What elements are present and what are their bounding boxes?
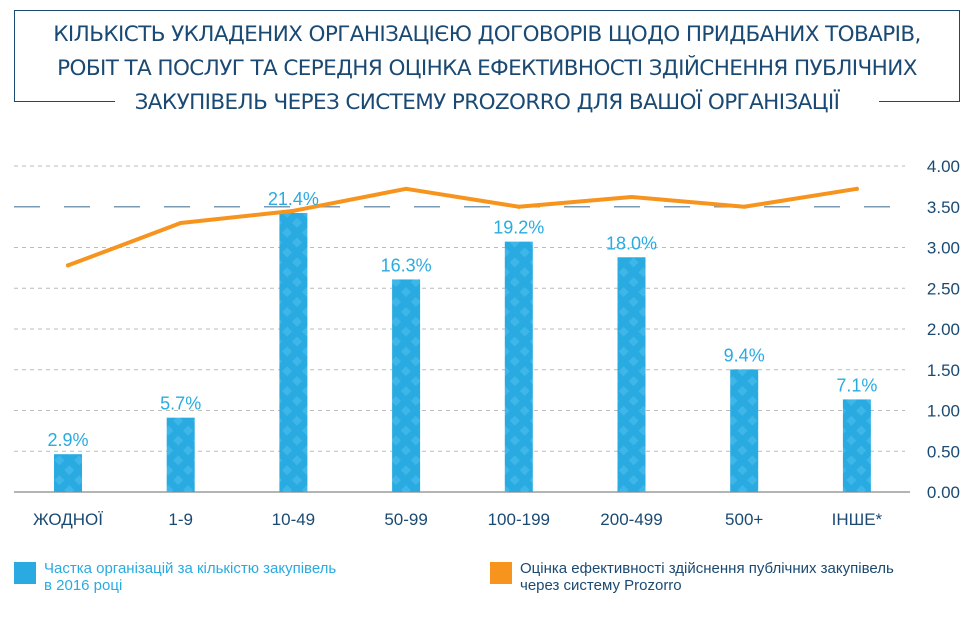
bar-value-label: 5.7% bbox=[160, 394, 201, 414]
y-tick-label: 1.00 bbox=[927, 402, 960, 421]
y-tick-label: 4.00 bbox=[927, 157, 960, 176]
bar-value-label: 9.4% bbox=[724, 345, 765, 365]
bar-value-label: 19.2% bbox=[493, 218, 544, 238]
bar bbox=[54, 454, 82, 492]
chart-title-line-1: КІЛЬКІСТЬ УКЛАДЕНИХ ОРГАНІЗАЦІЄЮ ДОГОВОР… bbox=[53, 22, 921, 47]
bar-value-label: 16.3% bbox=[381, 255, 432, 275]
chart-title: КІЛЬКІСТЬ УКЛАДЕНИХ ОРГАНІЗАЦІЄЮ ДОГОВОР… bbox=[14, 18, 960, 120]
chart-title-line-2: РОБІТ ТА ПОСЛУГ ТА СЕРЕДНЯ ОЦІНКА ЕФЕКТИ… bbox=[57, 56, 917, 81]
legend-label-line: Оцінка ефективності здійснення публічних… bbox=[520, 560, 894, 594]
efficiency-line bbox=[66, 186, 859, 268]
legend-item-bar: Частка організацій за кількістю закупіве… bbox=[14, 560, 336, 594]
bar-value-label: 21.4% bbox=[268, 189, 319, 209]
bar-value-label: 2.9% bbox=[47, 430, 88, 450]
line-point bbox=[742, 204, 747, 209]
legend-label-line-line-1: Оцінка ефективності здійснення публічних… bbox=[520, 560, 894, 577]
x-category-label: 1-9 bbox=[168, 510, 193, 529]
x-category-label: ЖОДНОЇ bbox=[33, 510, 103, 529]
title-frame bbox=[14, 10, 960, 102]
line-series bbox=[66, 186, 859, 268]
bar bbox=[842, 399, 871, 492]
bar bbox=[504, 241, 533, 492]
bar bbox=[166, 417, 195, 492]
legend-item-line: Оцінка ефективності здійснення публічних… bbox=[490, 560, 894, 594]
bar bbox=[617, 257, 646, 492]
x-category-label: ІНШЕ* bbox=[832, 510, 883, 529]
line-point bbox=[66, 263, 70, 268]
line-point bbox=[404, 186, 409, 191]
legend-label-line-line-2: через систему Prozorro bbox=[520, 577, 682, 594]
y-tick-label: 3.00 bbox=[927, 239, 960, 258]
bar-series bbox=[54, 212, 871, 492]
y-tick-label: 3.50 bbox=[927, 198, 960, 217]
y-tick-label: 2.50 bbox=[927, 279, 960, 298]
bar-value-label: 18.0% bbox=[606, 233, 657, 253]
chart-title-line-3: ЗАКУПІВЕЛЬ ЧЕРЕЗ СИСТЕМУ PROZORRO ДЛЯ ВА… bbox=[134, 90, 840, 115]
y-tick-label: 2.00 bbox=[927, 320, 960, 339]
x-category-label: 10-49 bbox=[272, 510, 315, 529]
line-point bbox=[516, 204, 521, 209]
category-labels: ЖОДНОЇ 1-9 10-49 50-99 100-199 200-499 500+ ІНШ… bbox=[33, 510, 883, 529]
legend-label-bar-line-1: Частка організацій за кількістю закупіве… bbox=[44, 560, 337, 577]
x-category-label: 500+ bbox=[725, 510, 763, 529]
bar bbox=[279, 212, 308, 492]
line-point bbox=[629, 194, 634, 199]
line-point bbox=[178, 221, 183, 226]
bar bbox=[730, 369, 759, 492]
data-labels: 2.9% 5.7% 21.4% 16.3% 19.2% 18.0% 9.4% 7.1% bbox=[47, 189, 877, 450]
legend-swatch-bar bbox=[14, 562, 36, 584]
axis-ticks: 4.00 3.50 3.00 2.50 2.00 1.50 1.00 0.50 0.00 bbox=[927, 157, 960, 502]
bar bbox=[392, 279, 421, 492]
x-category-label: 100-199 bbox=[488, 510, 550, 529]
y-tick-label: 0.00 bbox=[927, 483, 960, 502]
legend-swatch-line bbox=[490, 562, 512, 584]
legend-label-bar: Частка організацій за кількістю закупіве… bbox=[44, 560, 336, 594]
bar-value-label: 7.1% bbox=[836, 375, 877, 395]
line-point bbox=[854, 186, 859, 191]
y-tick-label: 0.50 bbox=[927, 442, 960, 461]
x-category-label: 50-99 bbox=[384, 510, 427, 529]
grid-lines bbox=[14, 165, 910, 493]
line-point bbox=[291, 208, 296, 213]
x-category-label: 200-499 bbox=[600, 510, 662, 529]
legend-label-bar-line-2: в 2016 році bbox=[44, 577, 123, 594]
y-tick-label: 1.50 bbox=[927, 361, 960, 380]
